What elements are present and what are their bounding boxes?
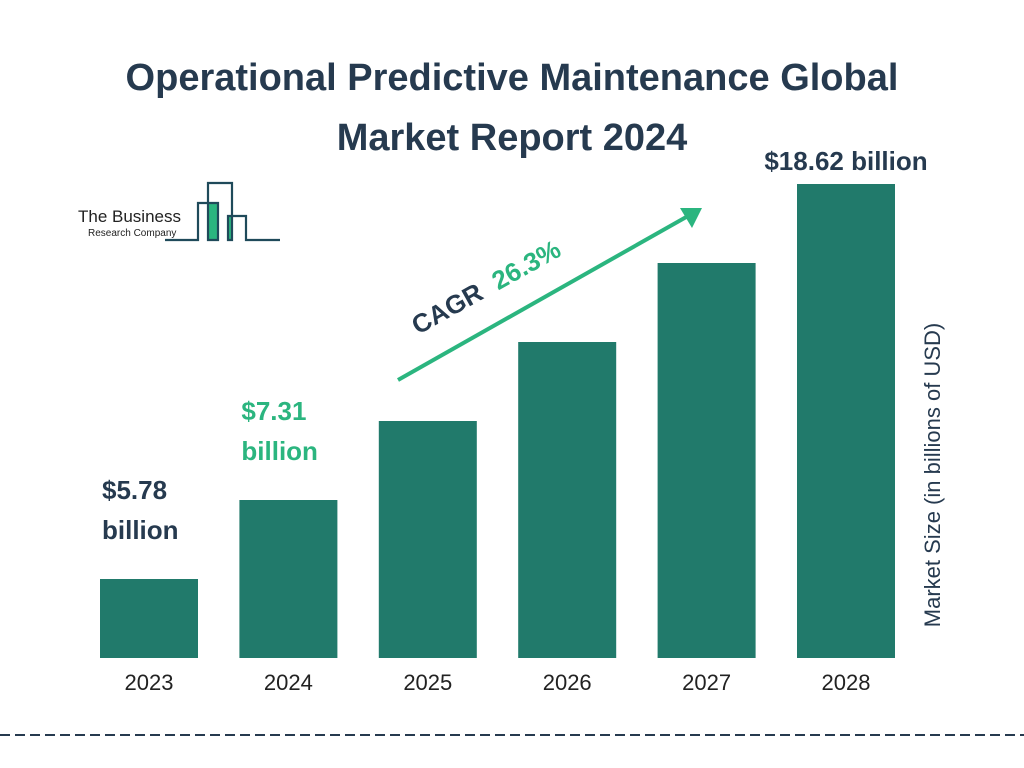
cagr-text: CAGR 26.3% (406, 234, 565, 340)
data-label-2023: $5.78 (102, 475, 167, 505)
title-line-1: Operational Predictive Maintenance Globa… (125, 57, 899, 99)
cagr-value: 26.3% (487, 234, 566, 296)
logo-line-2: Research Company (88, 228, 176, 239)
bar-2028 (797, 184, 895, 658)
x-tick-2024: 2024 (264, 670, 313, 695)
data-label-2024: billion (241, 436, 318, 466)
cagr-arrow (397, 214, 689, 382)
x-tick-2026: 2026 (543, 670, 592, 695)
x-tick-2028: 2028 (822, 670, 871, 695)
data-label-2028: $18.62 billion (764, 146, 927, 176)
y-axis-label: Market Size (in billions of USD) (920, 323, 945, 627)
bar-2024 (239, 500, 338, 658)
arrow-head-icon (680, 208, 702, 228)
logo-line-1: The Business (78, 207, 181, 226)
chart-title: Operational Predictive Maintenance Globa… (0, 48, 1024, 168)
title-line-2: Market Report 2024 (336, 117, 688, 159)
x-tick-2023: 2023 (125, 670, 174, 695)
bar-2026 (518, 342, 617, 658)
company-logo: The Business Research Company (78, 181, 280, 242)
bar-2023 (100, 579, 198, 658)
x-tick-2025: 2025 (403, 670, 452, 695)
bar-2025 (378, 421, 477, 658)
data-label-2024: $7.31 (241, 396, 306, 426)
x-tick-2027: 2027 (682, 670, 731, 695)
data-label-2023: billion (102, 515, 179, 545)
bar-2027 (657, 263, 756, 658)
cagr-prefix: CAGR (406, 277, 488, 340)
